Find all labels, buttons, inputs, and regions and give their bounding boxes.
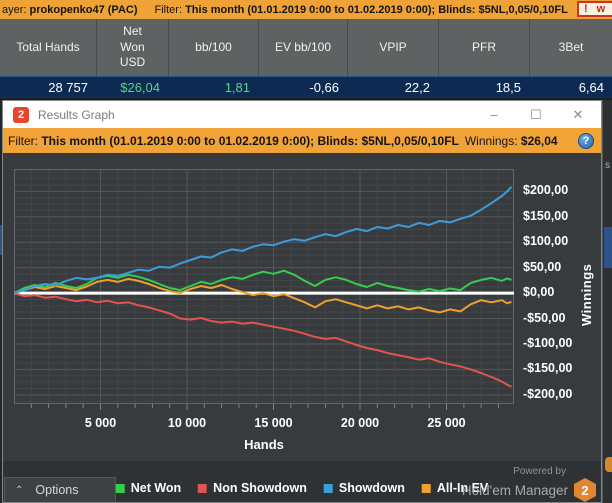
maximize-icon[interactable]: ☐ [530, 106, 542, 122]
background-partial-text: s [605, 160, 610, 171]
winnings-label: Winnings: [464, 133, 518, 148]
y-tick-label: $0,00 [523, 285, 555, 300]
value-total-hands: 28 757 [48, 79, 88, 95]
x-tick-label: 15 000 [254, 416, 293, 430]
filter-value: This month (01.01.2019 0:00 to 01.02.201… [185, 3, 568, 16]
legend-swatch [421, 483, 431, 493]
value-ev-bb100: -0,66 [309, 79, 339, 95]
powered-by-label: Powered by [513, 466, 566, 477]
winnings-value: $26,04 [520, 133, 558, 148]
legend-item-showdown: Showdown [323, 481, 405, 495]
legend-item-all-in-ev: All-In EV [421, 481, 489, 495]
value-vpip: 22,2 [404, 79, 430, 95]
graph-filter-value: This month (01.01.2019 0:00 to 01.02.201… [41, 133, 459, 148]
hm2-hexagon-icon: 2 [574, 478, 596, 502]
y-tick-label: -$200,00 [523, 386, 573, 401]
warning-icon: ! [584, 3, 588, 15]
series-non-showdown [14, 292, 512, 388]
window-title: Results Graph [38, 107, 115, 122]
graph-footer: ⌃ Options Net Won Non Showdown Showdown All… [3, 461, 601, 502]
x-axis-title: Hands [244, 437, 284, 452]
x-tick-label: 20 000 [340, 416, 380, 430]
warning-text: w [596, 3, 606, 15]
chart-legend: Net Won Non Showdown Showdown All-In EV [115, 481, 489, 495]
results-chart [14, 169, 514, 410]
legend-label: Non Showdown [213, 481, 307, 495]
graph-filter-label: Filter: [8, 133, 38, 148]
legend-swatch [198, 483, 208, 493]
graph-filter-bar: Filter: This month (01.01.2019 0:00 to 0… [3, 128, 601, 153]
y-tick-label: -$100,00 [523, 335, 573, 350]
column-header-3bet[interactable]: 3Bet [529, 19, 612, 76]
results-graph-window: 2 Results Graph – ☐ ✕ Filter: This month… [2, 100, 602, 503]
y-tick-label: $150,00 [523, 208, 569, 223]
legend-swatch [323, 483, 333, 493]
y-tick-label: -$150,00 [523, 361, 573, 376]
x-tick-label: 5 000 [84, 416, 117, 430]
minimize-icon[interactable]: – [490, 107, 498, 122]
brand-name: Hold'em Manager [461, 482, 568, 498]
legend-swatch [115, 483, 125, 493]
options-button-label: Options [35, 483, 79, 497]
series-showdown [14, 186, 513, 295]
y-axis-title: Winnings [579, 263, 594, 327]
stats-header-row: Total Hands Net Won USD bb/100 EV bb/100… [0, 19, 612, 76]
legend-label: Showdown [338, 481, 405, 495]
background-row-highlight [604, 227, 612, 268]
powered-by-block: Powered by Hold'em Manager 2 [462, 466, 596, 502]
legend-item-net-won: Net Won [115, 481, 182, 495]
value-net-won-usd: $26,04 [120, 79, 160, 95]
y-tick-label: $100,00 [523, 234, 569, 249]
column-header-net-won-usd[interactable]: Net Won USD [96, 19, 168, 76]
legend-label: Net Won [130, 481, 182, 495]
filter-label: Filter: [154, 3, 183, 16]
hm2-app-icon: 2 [13, 106, 29, 123]
column-header-bb100[interactable]: bb/100 [168, 19, 258, 76]
series-all-in-ev [14, 277, 512, 314]
x-tick-label: 10 000 [167, 416, 207, 430]
x-tick-label: 25 000 [427, 416, 466, 430]
graph-panel: $200,00 $150,00 $100,00 $50,00 $0,00 -$50,00 -… [3, 153, 601, 461]
value-3bet: 6,64 [578, 79, 604, 95]
y-tick-label: $50,00 [523, 259, 562, 274]
window-titlebar[interactable]: 2 Results Graph – ☐ ✕ [3, 101, 601, 128]
column-header-pfr[interactable]: PFR [438, 19, 529, 76]
close-icon[interactable]: ✕ [572, 106, 584, 122]
legend-item-non-showdown: Non Showdown [198, 481, 307, 495]
column-header-total-hands[interactable]: Total Hands [16, 39, 80, 54]
background-orange-fragment [605, 457, 612, 472]
background-row-highlight [0, 225, 2, 255]
column-header-vpip[interactable]: VPIP [347, 19, 438, 76]
chevron-up-icon: ⌃ [15, 484, 24, 496]
y-tick-label: -$50,00 [523, 310, 566, 325]
background-right-edge: s [602, 100, 612, 503]
player-filter-bar: ayer: prokopenko47 (PAC) Filter: This mo… [0, 0, 612, 19]
player-name: prokopenko47 (PAC) [29, 3, 138, 16]
stats-value-row[interactable]: 28 757 $26,04 1,81 -0,66 22,2 18,5 6,64 [0, 76, 612, 98]
column-header-ev-bb100[interactable]: EV bb/100 [258, 19, 347, 76]
warning-badge[interactable]: ! w [577, 1, 612, 17]
value-bb100: 1,81 [224, 79, 250, 95]
legend-label: All-In EV [436, 481, 489, 495]
value-pfr: 18,5 [495, 79, 521, 95]
options-button[interactable]: ⌃ Options [4, 477, 116, 502]
player-label: ayer: [2, 3, 27, 16]
plot-border [14, 169, 514, 404]
background-left-edge [0, 100, 2, 503]
y-tick-label: $200,00 [523, 183, 569, 198]
help-icon[interactable]: ? [578, 132, 594, 149]
